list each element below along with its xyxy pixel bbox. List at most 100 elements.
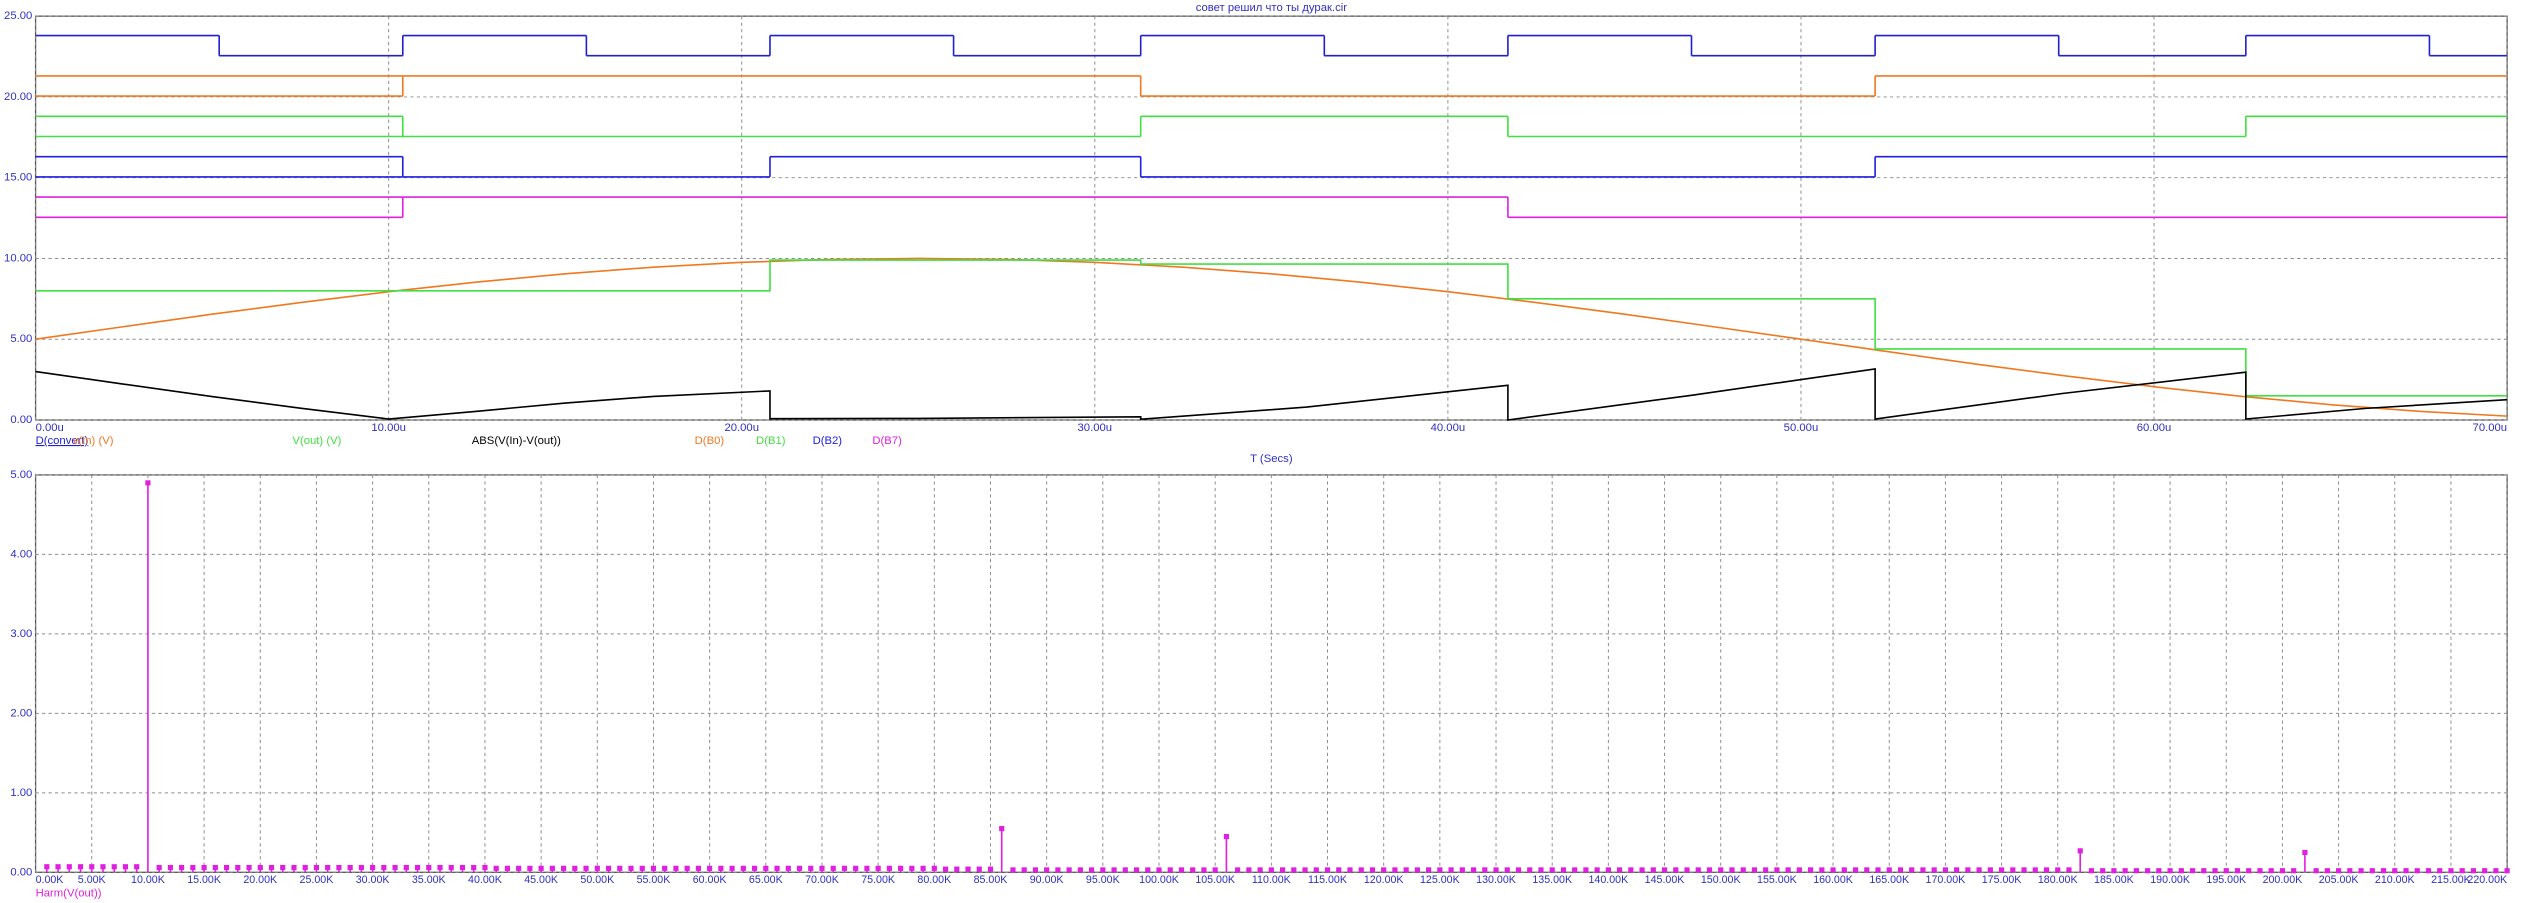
stem-marker: [1740, 867, 1746, 873]
legend-entry: D(B0): [695, 435, 725, 447]
stem-marker: [122, 864, 129, 870]
stem-marker: [1617, 867, 1623, 873]
stem-marker: [2189, 868, 2196, 874]
stem-marker: [639, 865, 645, 871]
stem-marker: [796, 865, 803, 871]
stem-marker: [471, 864, 477, 871]
stem-marker: [134, 864, 140, 870]
y-tick-label: 5.00: [10, 333, 32, 345]
stem-marker: [1032, 867, 1039, 873]
stem-marker: [2448, 868, 2454, 874]
stem-marker: [1178, 867, 1185, 873]
stem-marker: [1560, 867, 1567, 873]
stem-marker: [1066, 867, 1072, 873]
stem-marker: [942, 866, 949, 872]
stem-marker: [2167, 868, 2173, 874]
stem-marker: [325, 864, 331, 871]
x-tick-label: 50.00u: [1784, 422, 1819, 434]
stem-marker: [2111, 868, 2117, 874]
stem-marker: [594, 865, 600, 871]
stem-marker: [1909, 867, 1915, 873]
stem-marker: [1684, 867, 1690, 873]
x-tick-label: 5.00K: [78, 874, 106, 886]
stem-marker: [1223, 833, 1229, 840]
stem-marker: [527, 865, 533, 871]
x-tick-label: 165.00K: [1869, 874, 1909, 886]
x-tick-label: 160.00K: [1813, 874, 1853, 886]
stem-marker: [751, 865, 758, 871]
x-tick-label: 180.00K: [2038, 874, 2078, 886]
stem-marker: [976, 866, 982, 872]
x-tick-label: 205.00K: [2319, 874, 2359, 886]
stem-marker: [1089, 867, 1095, 873]
x-tick-label: 115.00K: [1308, 874, 1347, 886]
stem-marker: [740, 865, 746, 871]
stem-marker: [1504, 867, 1510, 873]
stem-marker: [1426, 867, 1432, 873]
x-tick-label: 50.00K: [580, 874, 614, 886]
stem-marker: [875, 865, 881, 871]
stem-marker: [1931, 867, 1937, 873]
stem-marker: [718, 865, 724, 871]
stem-marker: [2347, 868, 2353, 874]
stem-marker: [1482, 867, 1488, 873]
stem-marker: [1077, 867, 1083, 873]
x-tick-label: 70.00K: [805, 874, 839, 886]
stem-marker: [707, 865, 713, 871]
y-tick-label: 10.00: [4, 252, 32, 264]
x-tick-label: 200.00K: [2263, 874, 2303, 886]
x-tick-label: 0.00K: [36, 874, 64, 886]
stem-marker: [179, 864, 185, 871]
stem-marker: [1313, 867, 1319, 873]
stem-marker: [931, 865, 937, 871]
x-tick-label: 90.00K: [1030, 874, 1064, 886]
stem-marker: [538, 865, 544, 871]
stem-marker: [2302, 849, 2308, 856]
stem-marker: [673, 865, 679, 871]
stem-marker: [1324, 867, 1331, 873]
stem-marker: [1347, 867, 1353, 873]
stem-marker: [2268, 868, 2274, 874]
x-tick-label: 15.00K: [187, 874, 221, 886]
stem-marker: [1527, 867, 1533, 873]
stem-marker: [44, 864, 50, 870]
stem-marker: [1268, 867, 1274, 873]
stem-marker: [1010, 867, 1016, 873]
stem-marker: [381, 864, 387, 871]
x-tick-label: 45.00K: [524, 874, 558, 886]
stem-marker: [1100, 867, 1106, 873]
stem-marker: [2504, 868, 2510, 874]
stem-marker: [1235, 867, 1241, 873]
x-tick-label: 100.00K: [1139, 874, 1179, 886]
stem-marker: [2212, 868, 2218, 874]
stem-marker: [1763, 867, 1769, 873]
stem-marker: [561, 865, 567, 871]
stem-marker: [504, 865, 511, 871]
stem-marker: [2100, 868, 2106, 874]
stem-marker: [583, 865, 589, 871]
x-tick-label: 40.00u: [1431, 422, 1466, 434]
stem-marker: [898, 865, 904, 871]
x-tick-label: 125.00K: [1420, 874, 1460, 886]
stem-marker: [1920, 867, 1926, 873]
stem-marker: [1246, 867, 1252, 873]
stem-marker: [695, 865, 701, 871]
y-tick-label: 20.00: [4, 91, 32, 103]
stem-marker: [1358, 867, 1364, 873]
stem-marker: [864, 865, 870, 871]
x-tick-label: 220.00K: [2467, 874, 2507, 886]
x-tick-label: 140.00K: [1589, 874, 1629, 886]
stem-marker: [2066, 867, 2072, 873]
stem-marker: [1976, 867, 1982, 873]
x-tick-label: 155.00K: [1757, 874, 1797, 886]
x-tick-label: 110.00K: [1252, 874, 1291, 886]
stem-marker: [2279, 868, 2286, 874]
stem-marker: [1369, 867, 1376, 873]
stem-marker: [1279, 867, 1286, 873]
stem-marker: [774, 865, 780, 871]
stem-marker: [1201, 867, 1207, 873]
stem-marker: [2010, 867, 2016, 873]
series-line: [35, 368, 2508, 421]
stem-marker: [920, 865, 926, 871]
stem-marker: [1875, 867, 1881, 873]
